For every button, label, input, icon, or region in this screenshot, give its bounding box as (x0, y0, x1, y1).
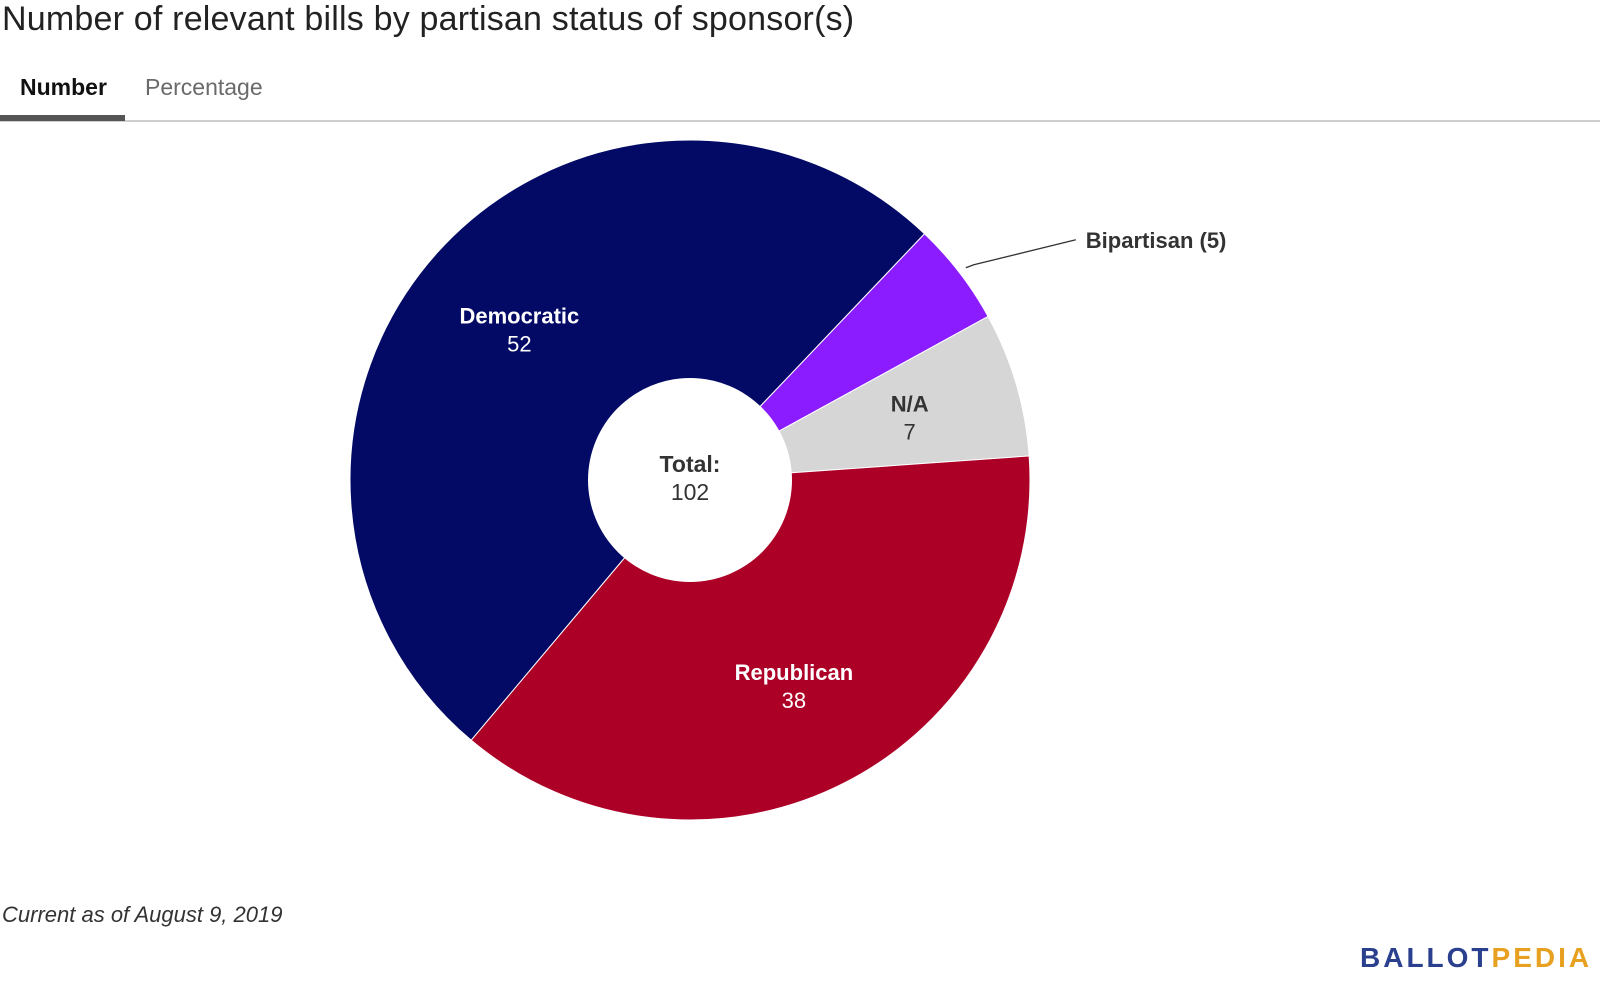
ballotpedia-logo[interactable]: BALLOTPEDIA (1360, 942, 1592, 974)
tab-percentage[interactable]: Percentage (145, 74, 263, 100)
slice-label-name: Republican (735, 660, 854, 685)
tab-divider (0, 120, 1600, 122)
active-tab-indicator (0, 115, 125, 121)
tab-bar: Number Percentage (0, 60, 1600, 122)
leader-line (965, 239, 1076, 269)
footnote: Current as of August 9, 2019 (2, 902, 283, 927)
donut-hole (588, 378, 792, 582)
slice-label-value: 7 (904, 419, 916, 444)
slice-label-name: Bipartisan (5) (1086, 228, 1227, 253)
slice-label-value: 38 (782, 688, 806, 713)
slice-label-name: Democratic (459, 303, 579, 328)
slice-republican[interactable] (470, 455, 1031, 821)
tab-number[interactable]: Number (20, 74, 107, 100)
center-total-value: 102 (671, 479, 709, 505)
center-total-label: Total: (660, 451, 721, 477)
slice-label-name: N/A (891, 391, 929, 416)
logo-part-pedia: PEDIA (1491, 942, 1593, 973)
chart-title: Number of relevant bills by partisan sta… (2, 0, 855, 38)
logo-part-ballot: BALLOT (1360, 942, 1492, 973)
slice-label-value: 52 (507, 331, 531, 356)
